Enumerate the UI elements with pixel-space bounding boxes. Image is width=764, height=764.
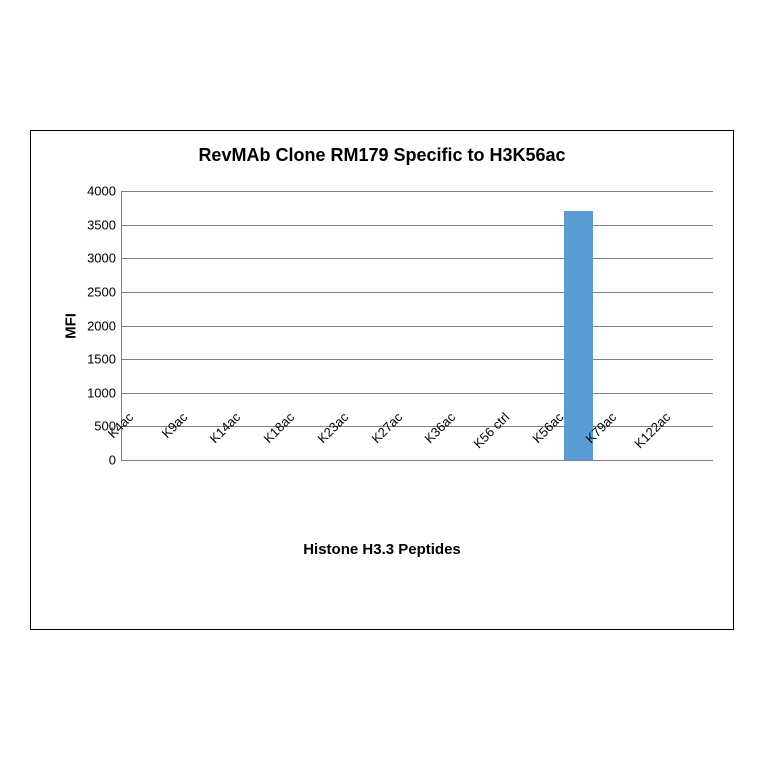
gridline — [122, 359, 713, 360]
canvas: RevMAb Clone RM179 Specific to H3K56ac M… — [0, 0, 764, 764]
y-tick-label: 0 — [109, 453, 122, 468]
chart-container: RevMAb Clone RM179 Specific to H3K56ac M… — [30, 130, 734, 630]
x-axis-label: Histone H3.3 Peptides — [31, 541, 733, 558]
plot-area: 05001000150020002500300035004000K4acK9ac… — [121, 191, 713, 461]
y-tick-label: 1500 — [87, 352, 122, 367]
y-tick-label: 4000 — [87, 184, 122, 199]
y-tick-label: 1000 — [87, 385, 122, 400]
gridline — [122, 393, 713, 394]
gridline — [122, 292, 713, 293]
y-tick-label: 3500 — [87, 217, 122, 232]
chart-title: RevMAb Clone RM179 Specific to H3K56ac — [31, 145, 733, 166]
y-tick-label: 3000 — [87, 251, 122, 266]
gridline — [122, 191, 713, 192]
gridline — [122, 225, 713, 226]
y-tick-label: 2000 — [87, 318, 122, 333]
gridline — [122, 426, 713, 427]
y-axis-label: MFI — [63, 313, 80, 339]
plot-grid: 05001000150020002500300035004000K4acK9ac… — [121, 191, 713, 461]
y-tick-label: 2500 — [87, 284, 122, 299]
gridline — [122, 258, 713, 259]
gridline — [122, 326, 713, 327]
bar — [564, 211, 594, 460]
